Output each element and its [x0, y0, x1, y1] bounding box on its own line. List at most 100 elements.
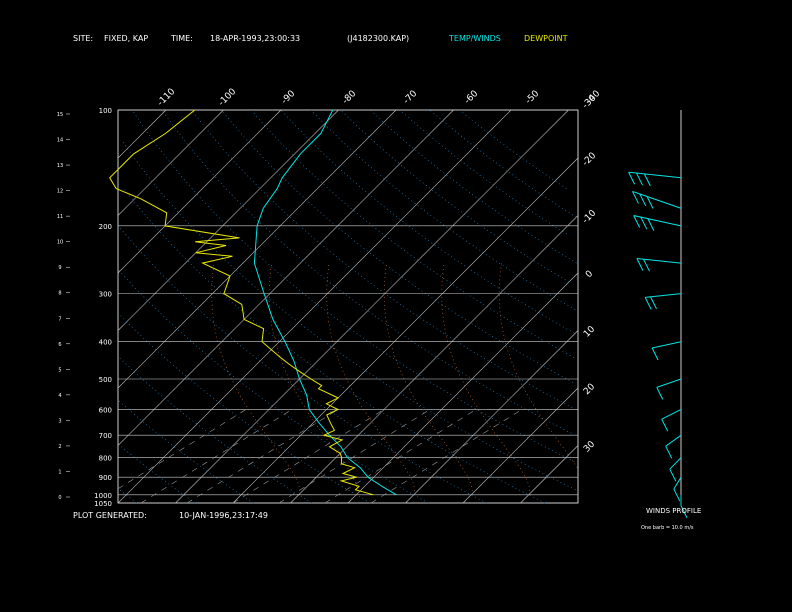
- footer: PLOT GENERATED: 10-JAN-1996,23:17:49 WIN…: [73, 507, 701, 531]
- wind-barb-staff: [673, 476, 682, 490]
- isotherm-line: [117, 109, 512, 504]
- dry-adiabat: [121, 140, 576, 491]
- wind-barb: [639, 193, 647, 207]
- wind-barb: [636, 172, 643, 186]
- moist-adiabat: [384, 263, 473, 495]
- dry-adiabat: [459, 109, 567, 189]
- height-tick-label: 2: [58, 444, 61, 450]
- dry-adiabat: [399, 109, 567, 235]
- plot-border: [117, 109, 579, 504]
- wind-barb: [646, 196, 654, 209]
- isotherm-line: [405, 330, 579, 504]
- pressure-tick-label: 300: [99, 291, 112, 299]
- dry-adiabat: [119, 314, 371, 504]
- top-temp-label: -70: [402, 89, 420, 107]
- pressure-tick-label: 900: [99, 474, 112, 482]
- plot-generated-value: 10-JAN-1996,23:17:49: [179, 511, 268, 520]
- dry-adiabat: [117, 269, 429, 504]
- wind-barb: [640, 216, 648, 230]
- wind-barb: [651, 347, 659, 361]
- height-tick-label: 7: [58, 316, 61, 322]
- wind-barb-staff: [628, 171, 682, 179]
- moist-adiabat: [499, 263, 578, 468]
- pressure-tick-label: 200: [99, 223, 112, 231]
- mixing-ratio-line: [232, 409, 385, 504]
- mixing-ratio-line: [324, 409, 477, 504]
- wind-barb-staff: [669, 457, 682, 470]
- mixing-ratio-line: [186, 409, 339, 504]
- dry-adiabat: [118, 444, 196, 504]
- isotherm-line: [117, 109, 224, 216]
- wind-barb: [665, 445, 673, 459]
- dry-adiabat: [280, 109, 575, 334]
- height-tick-label: 12: [57, 189, 63, 195]
- legend-temp: TEMP/WINDS: [448, 34, 501, 43]
- mixing-ratio-line: [140, 409, 293, 504]
- isotherms: [117, 109, 579, 504]
- moist-adiabat: [441, 263, 531, 495]
- mixing-ratio-line: [117, 409, 247, 490]
- axis-labels: 1002003004005006007008009001000105001234…: [57, 87, 603, 508]
- isotherm-line: [117, 109, 454, 446]
- wind-barb-staff: [656, 378, 682, 388]
- height-tick-label: 10: [57, 240, 63, 246]
- dry-adiabat: [161, 109, 576, 436]
- moist-adiabat: [326, 263, 416, 495]
- height-tick-label: 3: [58, 418, 61, 424]
- height-tick-label: 6: [58, 342, 61, 348]
- dry-adiabat: [118, 400, 254, 504]
- dry-adiabat: [119, 489, 137, 504]
- dewpoint-line: [109, 109, 374, 496]
- wind-barb: [669, 468, 677, 482]
- right-temp-label: 0: [584, 269, 595, 280]
- header: SITE: FIXED, KAP TIME: 18-APR-1993,23:00…: [73, 34, 568, 43]
- mixing-ratio-line: [278, 409, 431, 504]
- top-temp-label: -50: [524, 89, 542, 107]
- height-tick-label: 9: [58, 265, 61, 271]
- dry-adiabat: [340, 109, 570, 283]
- mixing-ratio-line: [370, 409, 523, 504]
- right-temp-label: 30: [582, 439, 597, 454]
- dry-adiabats: [117, 109, 578, 504]
- site-value: FIXED, KAP: [104, 34, 148, 43]
- top-temp-label: -60: [463, 89, 481, 107]
- site-label: SITE:: [73, 34, 93, 43]
- wind-barb: [636, 258, 644, 271]
- wind-barb: [643, 258, 650, 272]
- time-value: 18-APR-1993,23:00:33: [210, 34, 300, 43]
- dry-adiabat: [250, 109, 575, 358]
- dry-adiabat: [123, 188, 546, 504]
- height-tick-label: 8: [58, 291, 61, 297]
- wind-barb: [673, 488, 681, 502]
- pressure-tick-label: 400: [99, 339, 112, 347]
- chart-frame: [117, 109, 579, 504]
- plot-generated-label: PLOT GENERATED:: [73, 511, 147, 520]
- isotherm-line: [117, 109, 397, 389]
- wind-barb: [644, 297, 652, 310]
- wind-barb: [647, 218, 655, 231]
- mixing-ratio-lines: [117, 409, 523, 504]
- height-tick-label: 14: [57, 138, 63, 144]
- top-temp-label: -110: [156, 87, 178, 109]
- dry-adiabat: [118, 357, 312, 504]
- dry-adiabat: [429, 109, 577, 218]
- isotherm-line: [232, 157, 579, 504]
- pressure-tick-label: 500: [99, 376, 112, 384]
- isotherm-line: [520, 445, 579, 504]
- wind-barb: [643, 173, 651, 187]
- dry-adiabat: [118, 225, 487, 504]
- wind-barb: [632, 191, 639, 204]
- isotherm-line: [117, 109, 282, 274]
- top-temp-label: -80: [341, 89, 359, 107]
- height-tick-label: 11: [57, 214, 63, 220]
- dry-adiabat: [310, 109, 576, 310]
- moist-adiabat: [269, 263, 358, 495]
- wind-barb: [633, 215, 641, 228]
- wind-barb-staff: [632, 190, 682, 209]
- right-temp-label: -10: [581, 208, 599, 226]
- right-temp-label: 20: [582, 382, 597, 397]
- isotherm-line: [175, 109, 569, 504]
- wind-profile-panel: [628, 110, 688, 518]
- height-tick-label: 15: [57, 112, 63, 118]
